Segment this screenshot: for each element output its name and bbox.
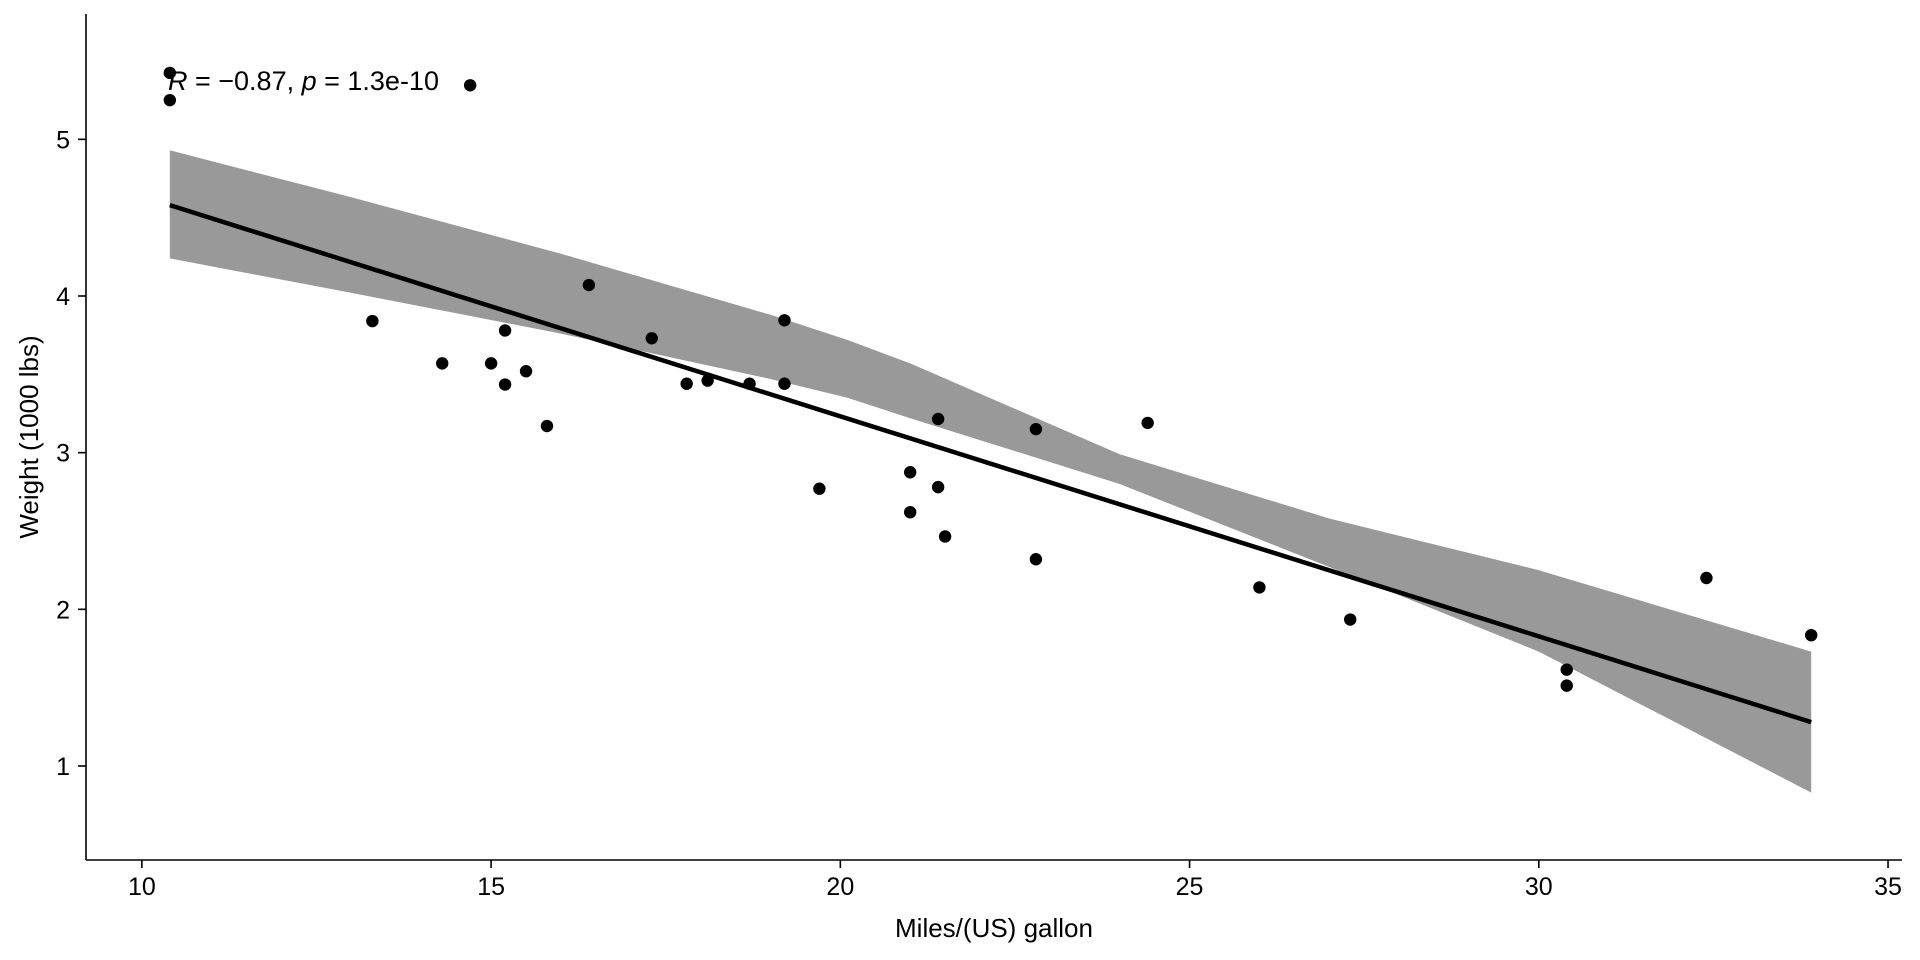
x-tick-label: 35 [1874,873,1902,901]
correlation-annotation: R = −0.87, p = 1.3e-10 [168,66,439,96]
data-point [931,412,945,426]
data-point [366,314,379,328]
x-tick-label: 10 [128,873,156,901]
data-point [743,377,756,390]
y-tick-label: 5 [56,126,70,154]
data-point [938,530,952,543]
data-point [813,482,826,495]
data-point [463,79,477,92]
data-point [163,66,177,80]
p-symbol: p [301,66,317,96]
data-point [1029,422,1043,436]
data-point [903,466,917,479]
data-point [1253,581,1266,594]
data-point [436,357,449,370]
regression-line [169,202,1812,725]
data-point [540,419,554,433]
data-point [1700,571,1713,585]
data-point [1344,613,1357,626]
r-symbol: R [168,66,188,96]
data-point [582,278,596,292]
data-point [645,332,658,345]
data-point [163,93,177,107]
data-point [519,365,533,378]
x-axis-title: Miles/(US) gallon [895,913,1093,943]
data-point [498,378,512,391]
data-points-layer [163,66,1818,692]
x-tick-label: 15 [477,873,505,901]
confidence-band-layer [169,150,1812,793]
y-axis-title: Weight (1000 lbs) [14,335,44,538]
data-point [1560,679,1573,692]
data-point [1141,416,1154,430]
y-tick-label: 4 [56,283,70,311]
r-value: = −0.87, [188,66,302,96]
data-point [1560,663,1573,676]
confidence-band [169,150,1812,793]
y-tick-label: 3 [56,440,70,468]
y-tick-label: 2 [56,596,70,624]
data-point [778,377,791,390]
data-point [498,324,512,337]
data-point [903,506,917,519]
data-point [778,314,791,327]
axes-layer: 10 15 20 25 30 35 1 2 3 4 5 [56,14,1902,901]
regression-line-layer [169,202,1812,725]
x-ticks: 10 15 20 25 30 35 [128,860,1902,901]
data-point [1029,553,1043,566]
data-point [1805,628,1818,642]
x-tick-label: 20 [826,873,854,901]
data-point [931,480,945,494]
x-tick-label: 25 [1176,873,1204,901]
y-ticks: 1 2 3 4 5 [56,126,86,781]
data-point [680,377,693,390]
y-tick-label: 1 [56,753,70,781]
data-point [484,357,498,370]
data-point [701,374,714,387]
p-value: = 1.3e-10 [317,66,439,96]
x-tick-label: 30 [1525,873,1553,901]
